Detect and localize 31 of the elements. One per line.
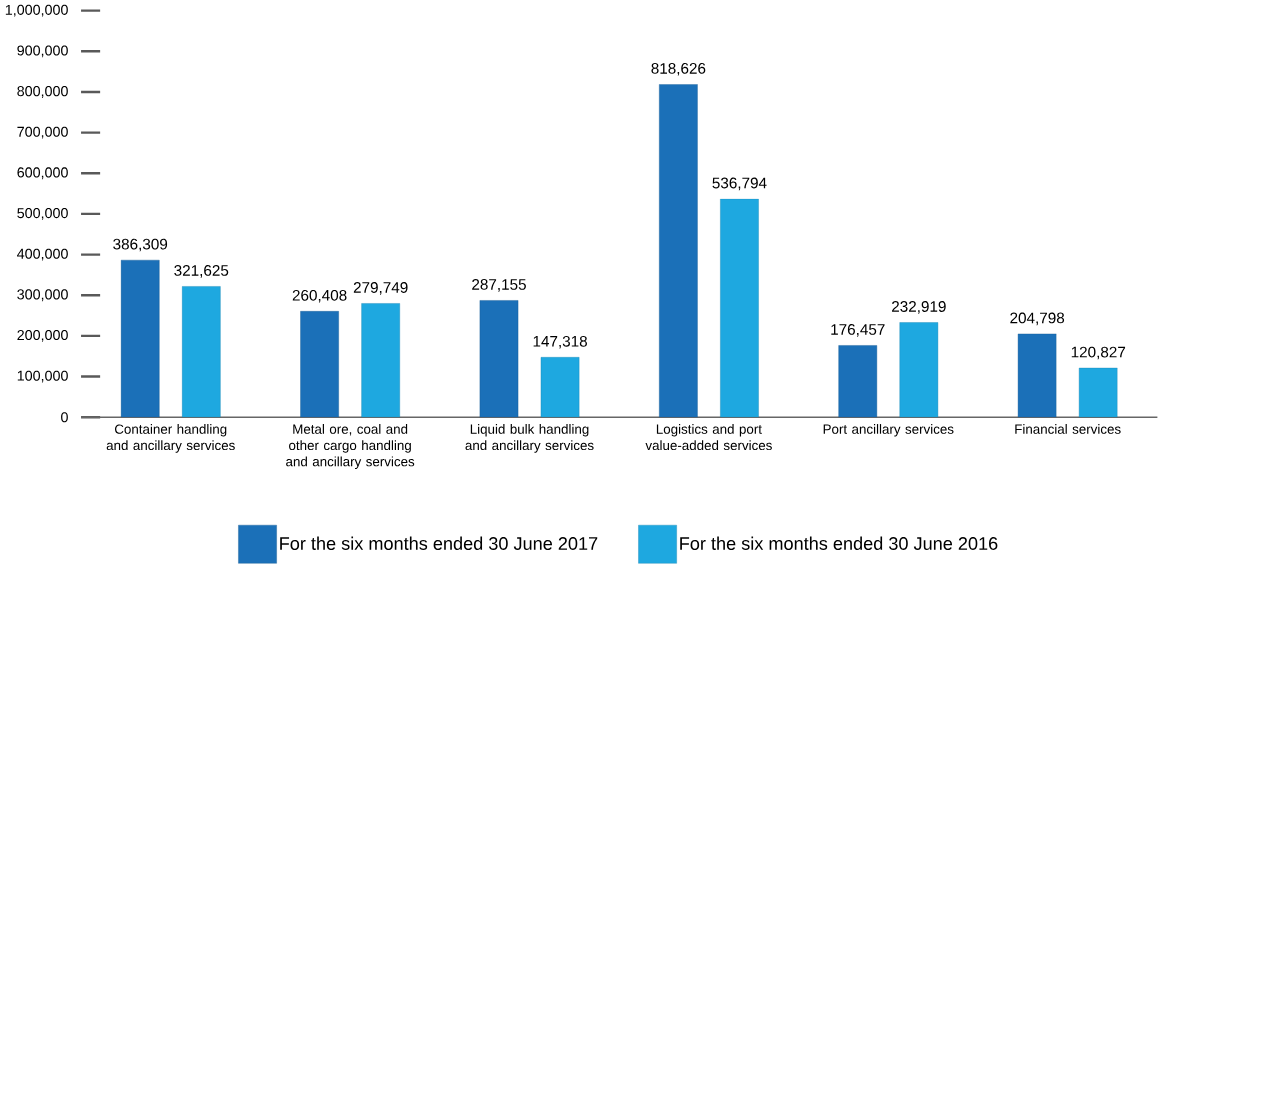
data-label: 279,749 (353, 282, 408, 295)
data-label: 232,919 (892, 301, 946, 314)
data-label: 818,626 (651, 62, 706, 76)
y-tick-label: 1,000,000 (5, 4, 68, 17)
data-label: 176,457 (831, 324, 885, 337)
y-tick-label: 800,000 (17, 86, 68, 98)
data-label: 147,318 (533, 335, 587, 349)
data-label: 120,827 (1071, 346, 1126, 360)
x-tick-label: Liquid bulk handling and ancillary services (465, 424, 594, 453)
y-tick-label: 400,000 (17, 248, 68, 261)
y-tick-label: 900,000 (17, 45, 68, 58)
x-tick-label: Metal ore, coal and other cargo handling and ancillary services (286, 424, 415, 469)
y-tick-label: 200,000 (17, 329, 68, 342)
legend-label: For the six months ended 30 June 2017 (280, 536, 598, 550)
x-tick-label: Logistics and port value-added services (645, 424, 772, 451)
x-tick-label: Container handling and ancillary services (106, 424, 235, 453)
data-label: 386,309 (113, 238, 168, 252)
y-tick-label: 300,000 (17, 289, 68, 302)
y-tick-label: 600,000 (17, 167, 68, 180)
data-label: 260,408 (292, 289, 347, 303)
data-label: 287,155 (472, 279, 526, 292)
data-label: 204,798 (1010, 312, 1065, 326)
data-label: 536,794 (712, 177, 767, 191)
x-tick-label: Financial services (1015, 424, 1121, 434)
y-tick-label: 100,000 (17, 370, 68, 383)
y-tick-label: 0 (61, 412, 68, 423)
x-tick-label: Port ancillary services (823, 424, 954, 437)
data-label: 321,625 (174, 264, 229, 278)
y-tick-label: 500,000 (17, 207, 68, 220)
legend-label: For the six months ended 30 June 2016 (680, 536, 998, 550)
y-tick-label: 700,000 (17, 126, 68, 139)
